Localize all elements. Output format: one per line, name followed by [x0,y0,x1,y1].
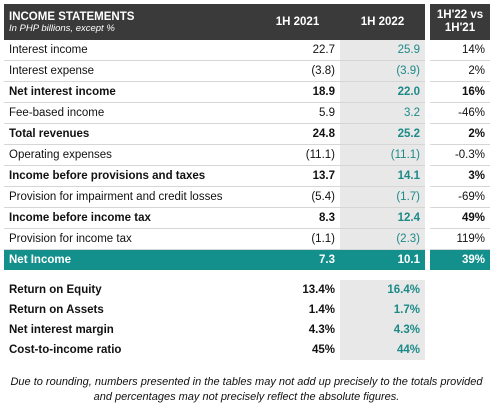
ratio-row: Return on Assets 1.4% 1.7% [4,300,490,320]
value-1h2022: (3.9) [340,60,425,82]
ratio-1h2022: 44% [340,340,425,360]
value-1h2022: 3.2 [340,102,425,124]
table-row: Operating expenses (11.1) (11.1) -0.3% [4,144,490,166]
title: INCOME STATEMENTS [9,10,135,23]
value-change: -0.3% [430,144,490,166]
value-1h2021: (3.8) [255,60,340,82]
ratio-1h2022: 1.7% [340,300,425,320]
value-change: 39% [430,249,490,270]
ratio-row: Return on Equity 13.4% 16.4% [4,280,490,300]
row-label: Provision for income tax [4,228,255,250]
value-1h2022: (2.3) [340,228,425,250]
value-1h2021: (1.1) [255,228,340,250]
value-1h2022: 25.9 [340,40,425,61]
row-label: Income before provisions and taxes [4,165,255,187]
table-row: Total revenues 24.8 25.2 2% [4,123,490,145]
value-1h2022: 22.0 [340,81,425,103]
ratio-label: Net interest margin [9,324,114,336]
value-1h2021: (5.4) [255,186,340,208]
ratio-label: Return on Equity [9,284,102,296]
value-1h2022: 25.2 [340,123,425,145]
value-1h2021: 22.7 [255,40,340,61]
value-1h2022: 14.1 [340,165,425,187]
value-change: 14% [430,40,490,61]
row-label: Interest income [4,40,255,61]
ratio-row: Net interest margin 4.3% 4.3% [4,320,490,340]
row-label: Fee-based income [4,102,255,124]
ratio-table: Return on Equity 13.4% 16.4% Return on Asse… [4,280,490,360]
column-header: 1H 2022 [340,4,425,40]
ratio-row: Cost-to-income ratio 45% 44% [4,340,490,360]
ratio-1h2022: 4.3% [340,320,425,340]
table-row: Net Income 7.3 10.1 39% [4,249,490,270]
ratio-1h2021: 1.4% [308,304,335,316]
value-1h2022: 12.4 [340,207,425,229]
value-change: 2% [430,123,490,145]
row-label: Net interest income [4,81,255,103]
value-1h2022: 10.1 [340,249,425,270]
value-1h2021: 13.7 [255,165,340,187]
row-label: Operating expenses [4,144,255,166]
value-change: 3% [430,165,490,187]
value-1h2022: (11.1) [340,144,425,166]
row-label: Total revenues [4,123,255,145]
ratio-label: Cost-to-income ratio [9,344,122,356]
row-label: Provision for impairment and credit loss… [4,186,255,208]
ratio-1h2021: 45% [311,344,335,356]
value-1h2021: (11.1) [255,144,340,166]
value-1h2022: (1.7) [340,186,425,208]
value-change: -46% [430,102,490,124]
row-label: Income before income tax [4,207,255,229]
column-header: 1H'22 vs 1H'21 [430,4,490,40]
value-change: 49% [430,207,490,229]
row-label: Interest expense [4,60,255,82]
row-label: Net Income [4,249,255,270]
table-row: Fee-based income 5.9 3.2 -46% [4,102,490,124]
value-change: 119% [430,228,490,250]
ratio-1h2021: 13.4% [302,284,335,296]
value-change: -69% [430,186,490,208]
table-row: Net interest income 18.9 22.0 16% [4,81,490,103]
income-table: INCOME STATEMENTS In PHP billions, except… [4,4,490,270]
ratio-1h2022: 16.4% [340,280,425,300]
table-row: Interest expense (3.8) (3.9) 2% [4,60,490,82]
table-row: Provision for income tax (1.1) (2.3) 119% [4,228,490,250]
table-row: Income before income tax 8.3 12.4 49% [4,207,490,229]
header-title-cell: INCOME STATEMENTS In PHP billions, except… [4,4,255,40]
value-1h2021: 7.3 [255,249,340,270]
value-1h2021: 8.3 [255,207,340,229]
value-change: 16% [430,81,490,103]
statement: INCOME STATEMENTS In PHP billions, except… [4,4,490,360]
value-1h2021: 18.9 [255,81,340,103]
table-row: Income before provisions and taxes 13.7 14… [4,165,490,187]
ratio-1h2021: 4.3% [308,324,335,336]
subtitle: In PHP billions, except % [9,22,115,34]
table-row: Provision for impairment and credit loss… [4,186,490,208]
table-row: Interest income 22.7 25.9 14% [4,40,490,61]
header-row: INCOME STATEMENTS In PHP billions, except… [4,4,490,40]
value-change: 2% [430,60,490,82]
footnote: Due to rounding, numbers presented in th… [10,376,483,403]
value-1h2021: 24.8 [255,123,340,145]
column-header: 1H 2021 [255,4,340,40]
value-1h2021: 5.9 [255,102,340,124]
ratio-label: Return on Assets [9,304,104,316]
